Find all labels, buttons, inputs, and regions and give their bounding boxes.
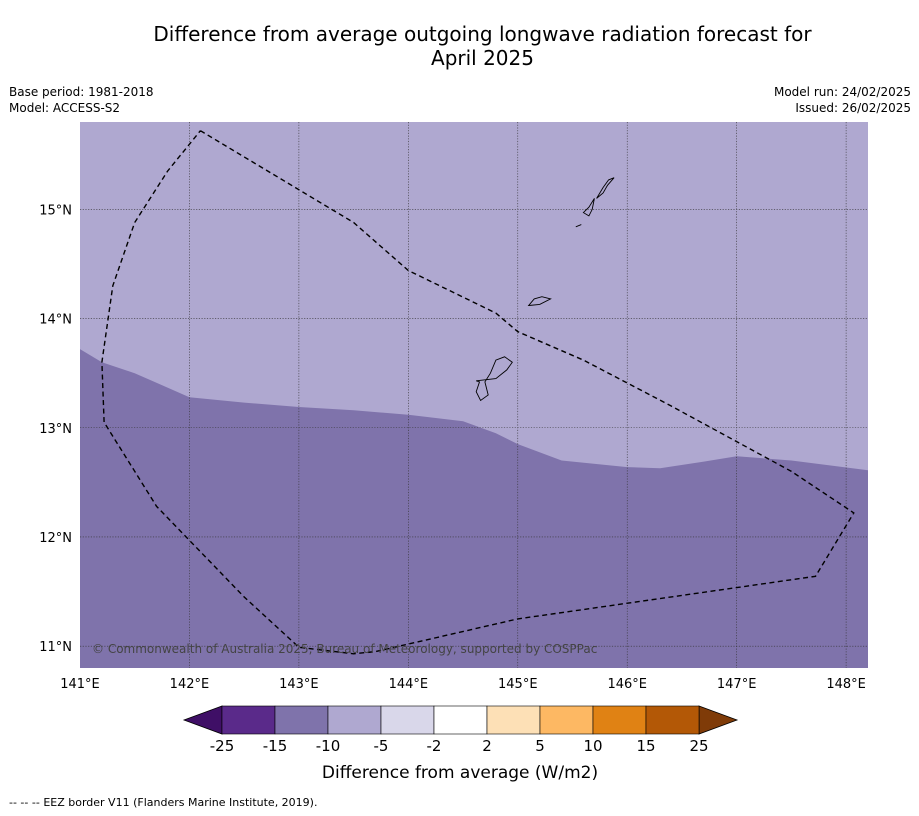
island-outline xyxy=(582,198,595,217)
lat-tick-label: 11°N xyxy=(39,640,72,655)
colorbar-label: Difference from average (W/m2) xyxy=(322,763,598,783)
model-name: Model: ACCESS-S2 xyxy=(9,101,121,115)
colorbar-tick-label: 25 xyxy=(689,737,708,755)
colorbar-tick-label: 10 xyxy=(583,737,602,755)
eez-legend-text: EEZ border V11 (Flanders Marine Institut… xyxy=(43,796,318,809)
lon-tick-label: 145°E xyxy=(498,677,538,692)
colorbar-tick-label: 5 xyxy=(535,737,545,755)
lon-tick-label: 143°E xyxy=(279,677,319,692)
colorbar-tick-label: -5 xyxy=(374,737,389,755)
colorbar-under-arrow xyxy=(182,705,223,735)
legend-footer: -- -- -- EEZ border V11 (Flanders Marine… xyxy=(9,796,317,809)
colorbar-over-arrow xyxy=(698,705,739,735)
region-south xyxy=(80,349,868,668)
island-outline xyxy=(475,356,513,402)
meta-right: Model run: 24/02/2025 Issued: 26/02/2025 xyxy=(774,84,911,116)
island-outline xyxy=(575,224,582,228)
colorbar-tick-label: -2 xyxy=(427,737,442,755)
copyright-text: © Commonwealth of Australia 2025, Bureau… xyxy=(92,642,597,656)
title-line-1: Difference from average outgoing longwav… xyxy=(153,22,812,46)
colorbar-swatch xyxy=(539,705,594,735)
eez-border xyxy=(101,130,855,655)
lat-tick-label: 12°N xyxy=(39,531,72,546)
colorbar-swatch xyxy=(327,705,382,735)
colorbar-swatch xyxy=(592,705,647,735)
colorbar-swatch xyxy=(221,705,276,735)
lon-tick-label: 142°E xyxy=(170,677,210,692)
meta-left: Base period: 1981-2018 Model: ACCESS-S2 xyxy=(9,84,154,116)
map-area: 141°E 142°E 143°E 144°E 145°E 146°E 147°E 148°E… xyxy=(39,122,868,692)
lon-tick-label: 146°E xyxy=(607,677,647,692)
lat-tick-label: 15°N xyxy=(39,203,72,218)
issued-date: Issued: 26/02/2025 xyxy=(795,101,911,115)
title-line-2: April 2025 xyxy=(431,46,534,70)
lon-tick-label: 144°E xyxy=(389,677,429,692)
island-outline xyxy=(527,296,552,307)
map-figure: 141°E 142°E 143°E 144°E 145°E 146°E 147°E 148°E… xyxy=(39,122,868,783)
lat-tick-label: 13°N xyxy=(39,422,72,437)
lon-tick-label: 148°E xyxy=(826,677,866,692)
colorbar-swatch xyxy=(433,705,488,735)
base-period: Base period: 1981-2018 xyxy=(9,85,154,99)
lon-tick-label: 147°E xyxy=(717,677,757,692)
colorbar-tick-label: -10 xyxy=(316,737,341,755)
colorbar-tick-label: 2 xyxy=(482,737,492,755)
lat-tick-label: 14°N xyxy=(39,313,72,328)
colorbar-swatch xyxy=(645,705,700,735)
chart-title: Difference from average outgoing longwav… xyxy=(80,22,885,70)
colorbar-swatch xyxy=(274,705,329,735)
colorbar-swatch xyxy=(486,705,541,735)
colorbar-tick-label: -25 xyxy=(210,737,235,755)
model-run: Model run: 24/02/2025 xyxy=(773,85,911,99)
colorbar-tick-label: 15 xyxy=(636,737,655,755)
island-outline xyxy=(596,177,615,199)
lon-tick-label: 141°E xyxy=(60,677,100,692)
colorbar-swatch xyxy=(380,705,435,735)
colorbar-tick-label: -15 xyxy=(263,737,288,755)
eez-legend-symbol: -- -- -- xyxy=(9,796,40,809)
